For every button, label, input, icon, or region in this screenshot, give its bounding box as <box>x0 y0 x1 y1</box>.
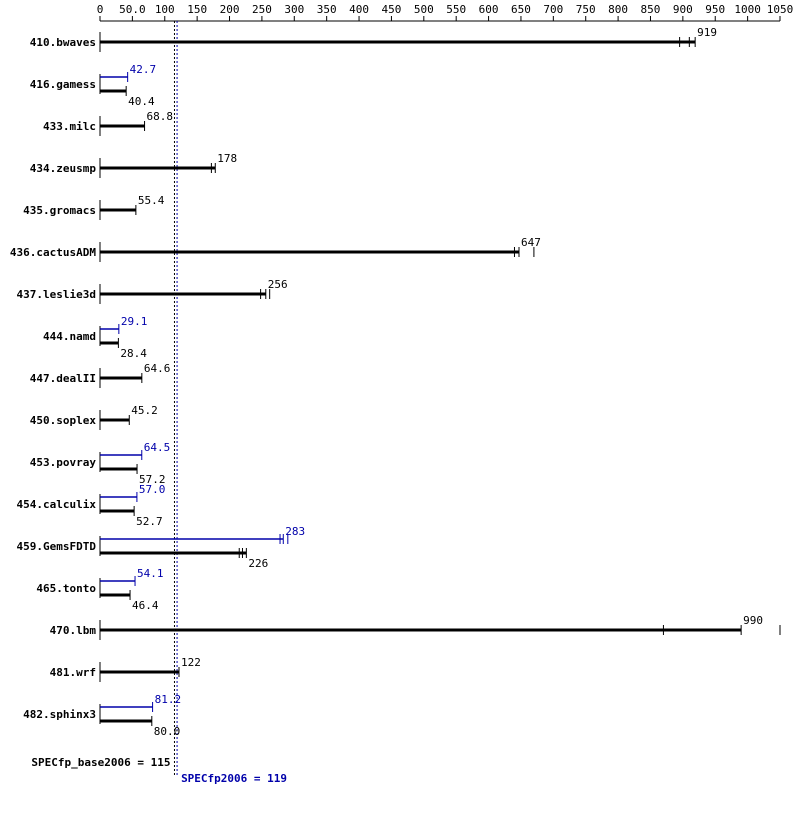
x-axis-tick-label: 300 <box>284 3 304 16</box>
peak-value-label: 64.5 <box>144 441 171 454</box>
base-value-label: 68.8 <box>147 110 174 123</box>
peak-value-label: 57.0 <box>139 483 166 496</box>
benchmark-label: 444.namd <box>43 330 96 343</box>
benchmark-label: 482.sphinx3 <box>23 708 96 721</box>
benchmark-label: 470.lbm <box>50 624 97 637</box>
base-value-label: 226 <box>248 557 268 570</box>
x-axis-tick-label: 350 <box>317 3 337 16</box>
x-axis-tick-label: 250 <box>252 3 272 16</box>
chart-svg: 0 50.0 100 150 200 250 300 350 400 450 500 550 600 65… <box>0 0 799 831</box>
benchmark-label: 437.leslie3d <box>17 288 96 301</box>
x-axis-tick-label: 100 <box>155 3 175 16</box>
benchmark-label: 450.soplex <box>30 414 97 427</box>
x-axis-tick-label: 850 <box>641 3 661 16</box>
peak-value-label: 54.1 <box>137 567 164 580</box>
x-axis-tick-label: 1000 <box>734 3 761 16</box>
benchmark-label: 465.tonto <box>36 582 96 595</box>
peak-summary-label: SPECfp2006 = 119 <box>181 772 287 785</box>
base-value-label: 64.6 <box>144 362 171 375</box>
x-axis-tick-label: 500 <box>414 3 434 16</box>
x-axis-tick-label: 550 <box>446 3 466 16</box>
benchmark-label: 436.cactusADM <box>10 246 96 259</box>
x-axis-tick-label: 400 <box>349 3 369 16</box>
benchmark-label: 410.bwaves <box>30 36 96 49</box>
x-axis-tick-label: 50.0 <box>119 3 146 16</box>
benchmark-label: 447.dealII <box>30 372 96 385</box>
x-axis-tick-label: 800 <box>608 3 628 16</box>
base-value-label: 919 <box>697 26 717 39</box>
x-axis-tick-label: 700 <box>543 3 563 16</box>
x-axis-tick-label: 200 <box>220 3 240 16</box>
base-value-label: 52.7 <box>136 515 163 528</box>
benchmark-label: 459.GemsFDTD <box>17 540 97 553</box>
benchmark-label: 434.zeusmp <box>30 162 97 175</box>
x-axis-tick-label: 450 <box>381 3 401 16</box>
benchmark-label: 481.wrf <box>50 666 96 679</box>
base-value-label: 256 <box>268 278 288 291</box>
base-value-label: 40.4 <box>128 95 155 108</box>
base-value-label: 647 <box>521 236 541 249</box>
x-axis-tick-label: 1050 <box>767 3 794 16</box>
x-axis-tick-label: 750 <box>576 3 596 16</box>
base-value-label: 28.4 <box>120 347 147 360</box>
benchmark-label: 416.gamess <box>30 78 96 91</box>
base-value-label: 990 <box>743 614 763 627</box>
benchmark-label: 433.milc <box>43 120 96 133</box>
base-value-label: 45.2 <box>131 404 158 417</box>
base-value-label: 178 <box>217 152 237 165</box>
x-axis-tick-label: 650 <box>511 3 531 16</box>
peak-value-label: 81.2 <box>155 693 182 706</box>
peak-value-label: 283 <box>285 525 305 538</box>
x-axis-tick-label: 950 <box>705 3 725 16</box>
x-axis-tick-label: 600 <box>479 3 499 16</box>
base-summary-label: SPECfp_base2006 = 115 <box>31 756 170 769</box>
base-value-label: 80.0 <box>154 725 181 738</box>
peak-value-label: 42.7 <box>130 63 157 76</box>
base-value-label: 122 <box>181 656 201 669</box>
x-axis-tick-label: 900 <box>673 3 693 16</box>
benchmark-label: 453.povray <box>30 456 97 469</box>
spec-benchmark-chart: 0 50.0 100 150 200 250 300 350 400 450 500 550 600 65… <box>0 0 799 831</box>
peak-value-label: 29.1 <box>121 315 147 328</box>
benchmark-label: 454.calculix <box>17 498 97 511</box>
x-axis-tick-label: 0 <box>97 3 104 16</box>
x-axis-tick-label: 150 <box>187 3 207 16</box>
benchmark-label: 435.gromacs <box>23 204 96 217</box>
base-value-label: 55.4 <box>138 194 165 207</box>
base-value-label: 46.4 <box>132 599 159 612</box>
